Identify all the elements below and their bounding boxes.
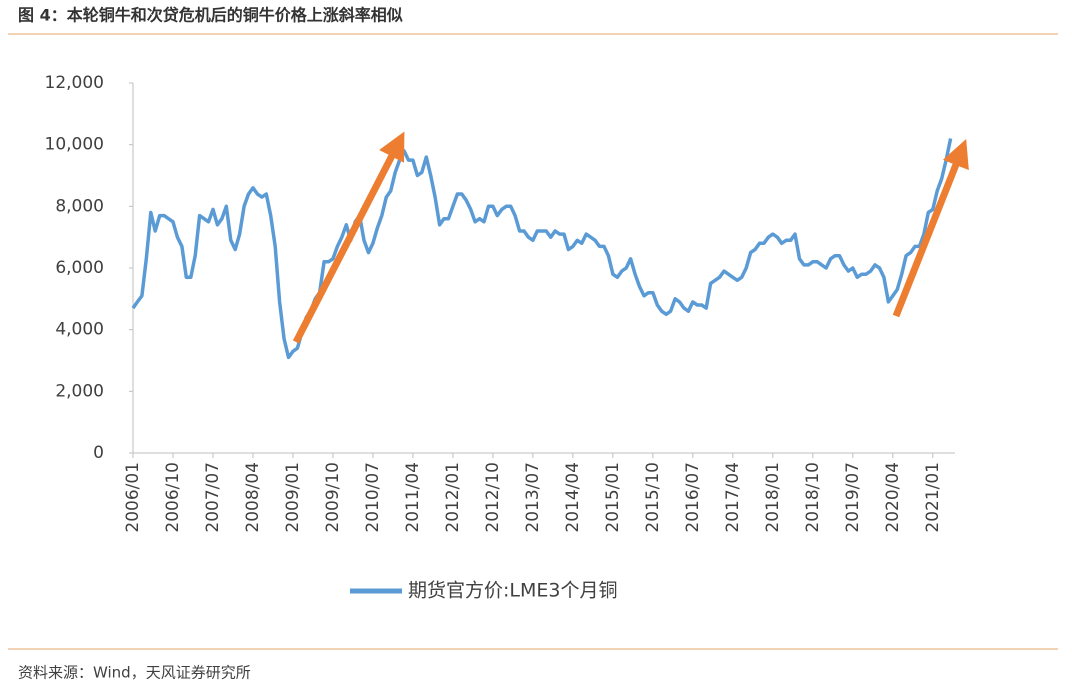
- x-tick-label: 2019/07: [843, 462, 863, 533]
- y-tick-label: 6,000: [55, 258, 104, 278]
- x-tick-label: 2020/04: [883, 462, 903, 533]
- x-tick-label: 2018/10: [803, 462, 823, 533]
- x-tick-label: 2013/07: [523, 462, 543, 533]
- plot-area: 0 2,000 4,000 6,000 8,000 10,000 12,000 2006/01…: [45, 73, 955, 602]
- x-tick-label: 2009/01: [283, 462, 303, 533]
- x-tick-label: 2014/04: [563, 462, 583, 533]
- x-tick-label: 2015/01: [603, 462, 623, 533]
- source: 资料来源：Wind，天风证券研究所: [18, 664, 251, 682]
- x-tick-label: 2012/01: [443, 462, 463, 533]
- annotation-arrow: [292, 131, 405, 344]
- x-tick-label: 2016/07: [683, 462, 703, 533]
- x-tick-label: 2010/07: [363, 462, 383, 533]
- x-tick-label: 2008/04: [243, 462, 263, 533]
- chart-title: 图 4：本轮铜牛和次贷危机后的铜牛价格上涨斜率相似: [18, 6, 403, 25]
- y-tick-label: 8,000: [55, 196, 104, 216]
- x-tick-label: 2012/10: [483, 462, 503, 533]
- y-tick-label: 12,000: [45, 73, 104, 93]
- x-tick-label: 2006/01: [123, 462, 143, 533]
- x-tick-label: 2018/01: [763, 462, 783, 533]
- y-tick-label: 10,000: [45, 135, 104, 155]
- x-tick-label: 2021/01: [923, 462, 943, 533]
- x-tick-label: 2006/10: [163, 462, 183, 533]
- y-tick-label: 2,000: [55, 381, 104, 401]
- x-tick-label: 2015/10: [643, 462, 663, 533]
- annotation-arrow: [892, 138, 969, 318]
- y-tick-label: 4,000: [55, 320, 104, 340]
- x-tick-label: 2011/04: [403, 462, 423, 533]
- data-line: [131, 138, 953, 360]
- legend-label: 期货官方价:LME3个月铜: [408, 580, 617, 602]
- y-tick-label: 0: [93, 443, 104, 463]
- x-tick-label: 2007/07: [203, 462, 223, 533]
- x-tick-label: 2017/04: [723, 462, 743, 533]
- x-tick-label: 2009/10: [323, 462, 343, 533]
